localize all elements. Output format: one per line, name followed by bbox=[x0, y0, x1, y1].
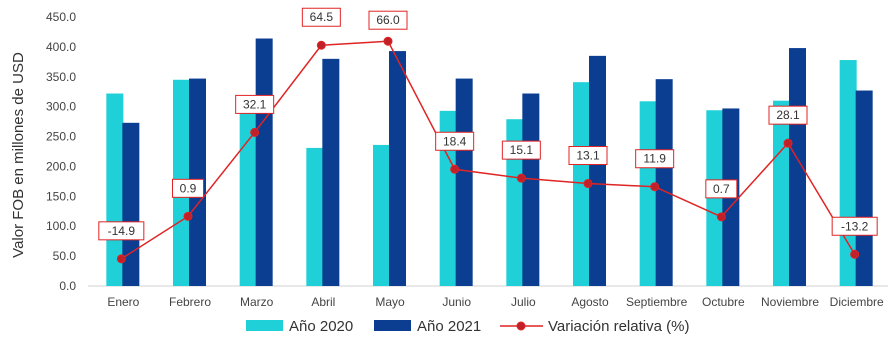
variation-marker bbox=[316, 40, 326, 50]
x-axis-ticks: Enero Febrero Marzo Abril Mayo Junio Julio Agos… bbox=[107, 295, 884, 309]
y-tick-label: 0.0 bbox=[59, 279, 76, 293]
variation-marker bbox=[716, 212, 726, 222]
bars bbox=[106, 38, 873, 287]
bar-2020 bbox=[773, 100, 790, 286]
x-tick-label: Octubre bbox=[702, 295, 745, 309]
variation-data-label: 18.4 bbox=[443, 134, 467, 148]
bar-2020 bbox=[239, 98, 257, 286]
variation-label-box bbox=[435, 131, 475, 151]
bar-2021 bbox=[522, 93, 540, 286]
variation-data-label: -13.2 bbox=[841, 219, 869, 233]
bar-2020 bbox=[373, 144, 390, 286]
variation-marker bbox=[650, 182, 660, 192]
variation-data-label: -14.9 bbox=[108, 224, 136, 238]
variation-label-box bbox=[568, 146, 608, 166]
variation-data-label: 64.5 bbox=[310, 10, 334, 24]
variation-marker bbox=[583, 179, 593, 189]
bar-2021 bbox=[389, 51, 406, 286]
bar-2020 bbox=[639, 101, 657, 286]
bar-2021 bbox=[455, 78, 473, 287]
variation-marker bbox=[183, 211, 193, 221]
variation-label-box bbox=[705, 179, 738, 199]
x-tick-label: Mayo bbox=[375, 295, 405, 309]
variation-marker bbox=[450, 164, 460, 174]
legend-label-variation: Variación relativa (%) bbox=[548, 318, 689, 335]
variation-label-box bbox=[301, 7, 341, 27]
variation-data-label: 0.9 bbox=[180, 181, 197, 195]
x-tick-label: Julio bbox=[511, 295, 536, 309]
y-tick-label: 450.0 bbox=[46, 10, 76, 24]
y-tick-label: 250.0 bbox=[46, 130, 76, 144]
bar-2020 bbox=[573, 82, 590, 286]
variation-label-box bbox=[768, 105, 808, 125]
bar-2020 bbox=[306, 147, 324, 286]
y-tick-label: 400.0 bbox=[46, 40, 76, 54]
legend-label-2021: Año 2021 bbox=[417, 318, 481, 335]
variation-marker bbox=[116, 254, 126, 264]
x-tick-label: Agosto bbox=[571, 295, 609, 309]
variation-marker bbox=[516, 173, 526, 183]
variation-marker bbox=[383, 36, 393, 46]
variation-line-layer: -14.9 0.9 32.1 64.5 66.0 18.4 15.1 13.1 11.9 0.7 2… bbox=[98, 7, 878, 264]
bar-2021 bbox=[589, 55, 606, 286]
x-tick-label: Marzo bbox=[240, 295, 274, 309]
variation-data-label: 28.1 bbox=[776, 108, 800, 122]
variation-label-box bbox=[831, 216, 878, 236]
variation-data-label: 66.0 bbox=[376, 13, 400, 27]
variation-label-box bbox=[635, 149, 675, 169]
variation-data-label: 0.7 bbox=[713, 182, 730, 196]
legend-swatch-2021 bbox=[374, 320, 411, 331]
legend-line-marker bbox=[516, 321, 526, 331]
x-tick-label: Febrero bbox=[169, 295, 211, 309]
variation-label-box bbox=[368, 10, 408, 30]
y-tick-label: 350.0 bbox=[46, 70, 76, 84]
bar-2021 bbox=[322, 58, 340, 286]
y-tick-label: 300.0 bbox=[46, 100, 76, 114]
x-tick-label: Abril bbox=[311, 295, 335, 309]
variation-marker bbox=[250, 127, 260, 137]
x-tick-label: Noviembre bbox=[761, 295, 819, 309]
legend-swatch-2020 bbox=[246, 320, 283, 331]
x-tick-label: Diciembre bbox=[830, 295, 884, 309]
variation-line bbox=[120, 40, 856, 260]
y-tick-label: 50.0 bbox=[53, 249, 77, 263]
variation-marker bbox=[850, 249, 860, 259]
bar-2021 bbox=[855, 90, 873, 286]
y-axis-ticks: 0.0 50.0 100.0 150.0 200.0 250.0 300.0 350.0 400… bbox=[46, 10, 76, 293]
y-tick-label: 100.0 bbox=[46, 219, 76, 233]
bar-2021 bbox=[255, 38, 273, 286]
variation-data-label: 13.1 bbox=[576, 149, 600, 163]
variation-data-label: 15.1 bbox=[510, 143, 534, 157]
legend: Año 2020 Año 2021 Variación relativa (%) bbox=[246, 318, 689, 335]
bar-2021 bbox=[122, 122, 140, 286]
variation-label-box bbox=[172, 178, 204, 198]
variation-label-box bbox=[235, 94, 275, 114]
variation-data-label: 11.9 bbox=[643, 152, 666, 166]
bar-2021 bbox=[655, 79, 673, 287]
variation-data-label: 32.1 bbox=[243, 97, 267, 111]
variation-marker bbox=[783, 138, 793, 148]
bar-2020 bbox=[439, 110, 457, 287]
x-tick-label: Enero bbox=[107, 295, 139, 309]
y-tick-label: 150.0 bbox=[46, 189, 76, 203]
x-tick-label: Junio bbox=[442, 295, 471, 309]
variation-label-box bbox=[98, 221, 145, 241]
variation-label-box bbox=[501, 140, 541, 160]
y-axis-label: Valor FOB en millones de USD bbox=[10, 52, 27, 258]
x-tick-label: Septiembre bbox=[626, 295, 688, 309]
bar-2021 bbox=[789, 48, 806, 287]
y-tick-label: 200.0 bbox=[46, 159, 76, 173]
bar-2020 bbox=[506, 119, 524, 286]
legend-label-2020: Año 2020 bbox=[289, 318, 353, 335]
